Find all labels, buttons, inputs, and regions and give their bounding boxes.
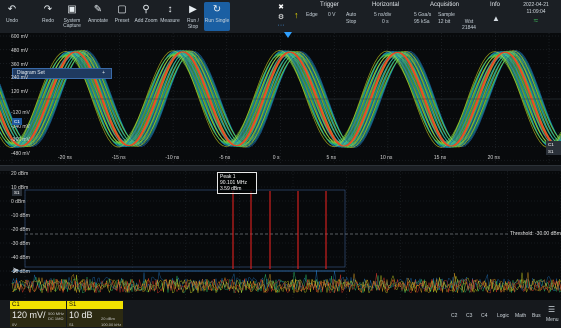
upper-x-tick-label: 5 ns bbox=[326, 155, 336, 161]
c2-button[interactable]: C2 bbox=[451, 313, 458, 319]
preset-button[interactable]: ▢ Preset bbox=[112, 2, 132, 31]
lower-y-tick-label: -10 dBm bbox=[11, 213, 30, 219]
s1-spectrum-badge[interactable]: S1 10 dB 20 dBm 100.00 kHz S1 bbox=[67, 301, 123, 327]
info-icon: ▲ bbox=[492, 14, 500, 23]
s1-marker[interactable]: S1 bbox=[12, 189, 22, 196]
run-icon: ▶ bbox=[189, 4, 197, 15]
lower-y-tick-label: 10 dBm bbox=[11, 185, 29, 191]
run-single-button[interactable]: ↻ Run Single bbox=[204, 4, 230, 24]
spectrum-diagram[interactable]: 20 dBm 10 dBm 0 dBm -10 dBm -20 dBm -30 dBm -4… bbox=[0, 171, 561, 300]
threshold-label: Threshold: -30.00 dBm bbox=[510, 231, 561, 237]
add-zoom-button[interactable]: ⚲ Add Zoom bbox=[134, 4, 158, 24]
upper-x-tick-label: -15 ns bbox=[111, 155, 126, 161]
trigger-position-icon[interactable] bbox=[284, 32, 292, 38]
c1-channel-badge[interactable]: C1 120 mV/ 500 MHz DC 1MΩ 0V bbox=[10, 301, 66, 327]
math-button[interactable]: Math bbox=[515, 313, 527, 319]
c4-button[interactable]: C4 bbox=[481, 313, 488, 319]
upper-x-tick-label: -5 ns bbox=[219, 155, 231, 161]
redo-icon: ↷ bbox=[43, 4, 53, 15]
logic-button[interactable]: Logic bbox=[497, 313, 509, 319]
measure-button[interactable]: ↕ Measure bbox=[160, 4, 180, 24]
upper-y-tick-label: 600 mV bbox=[11, 34, 29, 40]
upper-y-tick-label: 360 mV bbox=[11, 61, 29, 68]
menu-button[interactable]: Menu bbox=[546, 317, 559, 323]
pen-icon: ✎ bbox=[93, 4, 103, 15]
annotate-button[interactable]: ✎ Annotate bbox=[87, 4, 109, 24]
upper-x-tick-label: 0 s bbox=[272, 155, 280, 161]
close-icon[interactable]: ✖ bbox=[278, 4, 284, 11]
upper-y-tick-label: -240 mV bbox=[11, 123, 30, 130]
upper-y-tick-label: 240 mV bbox=[11, 75, 29, 82]
cursor-arrow-icon: ➤ bbox=[12, 265, 20, 275]
bottom-bar: C1 120 mV/ 500 MHz DC 1MΩ 0V S1 10 dB 20… bbox=[0, 300, 561, 328]
spectrum-plot bbox=[0, 171, 561, 300]
upper-x-tick-label: 10 ns bbox=[380, 155, 393, 161]
lower-y-tick-label: 0 dBm bbox=[11, 199, 26, 205]
upper-x-tick-label: 15 ns bbox=[433, 155, 447, 161]
undo-icon: ↶ bbox=[7, 4, 17, 15]
gear-icon[interactable]: ⚙ bbox=[277, 14, 285, 21]
right-channel-marker[interactable]: C1 S1 bbox=[546, 141, 561, 155]
zoom-icon: ⚲ bbox=[142, 4, 150, 15]
preset-icon: ▢ bbox=[117, 4, 127, 15]
upper-x-tick-label: -20 ns bbox=[58, 155, 72, 161]
time-domain-plot bbox=[0, 33, 561, 165]
trigger-panel[interactable]: ↑ Trigger Edge 0 V Auto Stop bbox=[294, 2, 357, 25]
menu-icon[interactable]: ☰ bbox=[548, 305, 556, 314]
noise-floor bbox=[11, 270, 561, 294]
peak-annotation[interactable]: Peak 1 90.101 MHz 3.59 dBm bbox=[217, 172, 257, 194]
redo-button[interactable]: ↷ Redo bbox=[38, 2, 58, 31]
upper-y-tick-label: -120 mV bbox=[11, 109, 30, 116]
eye-pattern-traces bbox=[0, 50, 561, 148]
span-rectangle bbox=[24, 189, 346, 268]
add-diagram-icon[interactable]: + bbox=[102, 70, 105, 76]
camera-icon: ▣ bbox=[67, 4, 77, 15]
diagram-set-tab[interactable]: Diagram Set + bbox=[12, 68, 112, 79]
toolbar-side-controls: ✖ ⚙ ··· bbox=[276, 3, 286, 31]
lower-y-tick-label: -20 dBm bbox=[11, 227, 30, 233]
upper-y-tick-label: 480 mV bbox=[11, 47, 29, 54]
undo-button[interactable]: ↶ Undo bbox=[2, 2, 22, 31]
top-toolbar: ↶ Undo ↷ Redo ▣ System Capture ✎ Annotat… bbox=[0, 0, 561, 34]
horizontal-panel[interactable]: Horizontal 5 ns/div 0 s bbox=[372, 2, 400, 25]
time-domain-diagram[interactable]: Diagram Set + 600 mV 480 mV 360 mV 240 mV 12… bbox=[0, 32, 561, 171]
c3-button[interactable]: C3 bbox=[466, 313, 473, 319]
acquisition-panel[interactable]: Acquisition 5 Gsa/s 95 kSa Sample 12 bit… bbox=[414, 2, 476, 31]
trigger-edge-icon: ↑ bbox=[294, 10, 299, 20]
datetime-panel: 2022-04-21 11:09:04 ≈ bbox=[513, 2, 559, 31]
more-icon[interactable]: ··· bbox=[277, 22, 285, 29]
run-single-button-bg[interactable] bbox=[204, 2, 230, 31]
bus-button[interactable]: Bus bbox=[532, 313, 541, 319]
measure-icon: ↕ bbox=[167, 4, 173, 15]
lower-y-tick-label: -40 dBm bbox=[11, 255, 30, 261]
lower-y-tick-label: -30 dBm bbox=[11, 241, 30, 247]
lower-y-tick-label: 20 dBm bbox=[11, 171, 29, 177]
upper-x-tick-label: -10 ns bbox=[165, 155, 180, 161]
spectrum-peaks bbox=[232, 191, 327, 269]
info-panel[interactable]: Info ▲ bbox=[490, 2, 501, 23]
wifi-icon: ≈ bbox=[533, 16, 539, 25]
lower-y-tick-label: -50 dBm bbox=[11, 269, 30, 275]
upper-y-tick-label: 120 mV bbox=[11, 89, 29, 96]
run-stop-button[interactable]: ▶ Run / Stop bbox=[182, 2, 204, 31]
upper-y-tick-label: -480 mV bbox=[11, 151, 30, 158]
upper-y-tick-label: -360 mV bbox=[11, 137, 30, 144]
system-capture-button[interactable]: ▣ System Capture bbox=[60, 2, 84, 31]
single-icon: ↻ bbox=[212, 4, 222, 15]
upper-x-tick-label: 20 ns bbox=[487, 155, 500, 161]
c1-offset-marker[interactable]: C1 bbox=[12, 118, 22, 125]
